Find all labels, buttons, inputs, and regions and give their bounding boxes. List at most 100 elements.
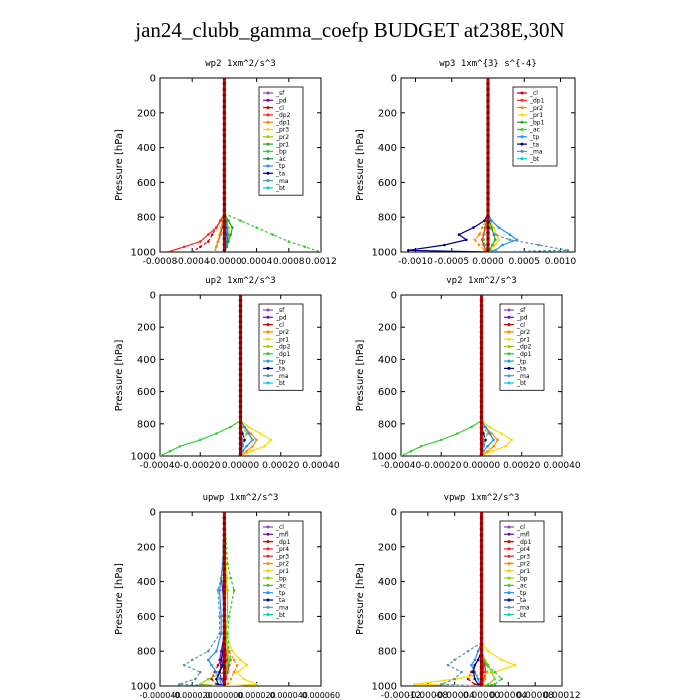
x-tick-label: -0.0008 (143, 257, 178, 267)
zero-line-marker (238, 341, 243, 345)
data-point (484, 425, 487, 429)
zero-line-marker (486, 219, 490, 224)
legend-label: _bt (275, 380, 286, 387)
zero-line-marker (479, 372, 484, 377)
data-point (218, 233, 221, 236)
zero-line-marker (479, 325, 484, 329)
data-point (453, 677, 457, 681)
x-tick-label: -0.00008 (408, 691, 449, 700)
data-point (219, 219, 222, 222)
data-point (490, 670, 493, 674)
zero-line-marker (479, 619, 484, 623)
legend-marker (266, 149, 270, 153)
zero-line-marker (238, 410, 243, 414)
zero-line-marker (479, 613, 484, 618)
plot-panel-4: vp2 1xm^2/s^3 Pressure [hPa] 0 200 400 600 800… (355, 276, 581, 471)
zero-line-marker (222, 236, 227, 241)
zero-line-marker (479, 426, 484, 430)
data-point (215, 226, 218, 229)
legend-marker (507, 323, 511, 327)
legend-label: _pd (516, 315, 528, 322)
zero-line-marker (479, 636, 484, 641)
data-point (207, 649, 210, 653)
zero-line-marker (238, 335, 243, 340)
data-point (492, 226, 496, 229)
legend-label: _pr3 (516, 553, 530, 560)
data-point (493, 670, 497, 674)
legend-label: _bt (275, 612, 286, 619)
zero-line-marker (238, 431, 243, 435)
zero-line-marker (238, 441, 243, 446)
legend-label: _ta (275, 597, 285, 604)
data-point (226, 663, 229, 667)
legend-label: _pr4 (516, 546, 530, 553)
y-tick-label: 1000 (372, 452, 397, 463)
data-point (215, 245, 218, 249)
zero-line-marker (479, 314, 484, 319)
data-point (494, 243, 497, 247)
zero-line-marker (479, 653, 484, 658)
data-point (470, 663, 473, 667)
zero-line-marker (479, 335, 484, 340)
plot-title: vp2 1xm^2/s^3 (446, 276, 516, 286)
data-point (401, 454, 403, 456)
zero-line-marker (479, 602, 484, 606)
zero-line-marker (238, 426, 243, 430)
zero-line-marker (479, 378, 484, 382)
y-tick-label: 800 (137, 647, 156, 658)
legend-marker (507, 532, 511, 536)
y-tick-label: 0 (150, 291, 156, 302)
legend-marker (266, 171, 270, 175)
legend-marker (266, 583, 270, 587)
x-tick-label: -0.00040 (381, 461, 422, 471)
zero-line-marker (238, 303, 243, 308)
y-axis-label: Pressure [hPa] (355, 563, 366, 635)
legend-label: _ta (275, 366, 285, 373)
legend-marker (507, 308, 511, 312)
zero-line-marker (222, 191, 227, 195)
plot-title: wp2 1xm^2/s^3 (205, 59, 275, 69)
data-point (227, 649, 231, 653)
zero-line-marker (238, 356, 243, 361)
y-tick-label: 1000 (131, 682, 156, 693)
series-line (160, 295, 242, 456)
x-tick-label: 0.00008 (517, 691, 554, 700)
legend-marker (266, 330, 270, 334)
x-tick-label: 0.0010 (545, 257, 577, 267)
zero-line-marker (222, 561, 227, 566)
zero-line-marker (222, 219, 227, 224)
zero-line-marker (238, 351, 243, 356)
legend-label: _pr2 (529, 105, 543, 112)
plot-panel-2: wp3 1xm^{3} s^{-4} Pressure [hPa] 0 200 400 6… (355, 59, 577, 267)
zero-line-marker (486, 225, 490, 230)
legend-label: _ta (275, 171, 285, 178)
y-tick-label: 400 (137, 143, 156, 154)
zero-line-marker (222, 81, 227, 86)
data-point (215, 432, 218, 435)
legend-marker (266, 120, 270, 124)
data-point (470, 425, 473, 429)
data-point (229, 425, 232, 429)
zero-line-marker (479, 561, 484, 566)
x-tick-label: -0.0010 (398, 257, 433, 267)
zero-line-marker (222, 653, 227, 658)
data-point (476, 677, 480, 681)
zero-line-marker (238, 330, 243, 334)
zero-line-marker (479, 452, 484, 456)
zero-line-marker (222, 556, 227, 560)
page-title: jan24_clubb_gamma_coefp BUDGET at238E,30… (135, 18, 565, 42)
zero-line-marker (222, 214, 227, 218)
zero-line-marker (479, 625, 484, 629)
y-tick-label: 0 (150, 74, 156, 85)
series-line (480, 512, 503, 686)
y-tick-label: 1000 (131, 248, 156, 259)
data-point (490, 219, 493, 222)
data-point (504, 445, 507, 448)
zero-line-marker (238, 362, 243, 366)
zero-line-marker (222, 231, 227, 235)
data-point (199, 240, 202, 243)
x-tick-label: -0.00020 (421, 461, 462, 471)
zero-line-marker (222, 127, 227, 132)
zero-line-marker (222, 515, 227, 520)
y-tick-label: 200 (137, 108, 156, 119)
